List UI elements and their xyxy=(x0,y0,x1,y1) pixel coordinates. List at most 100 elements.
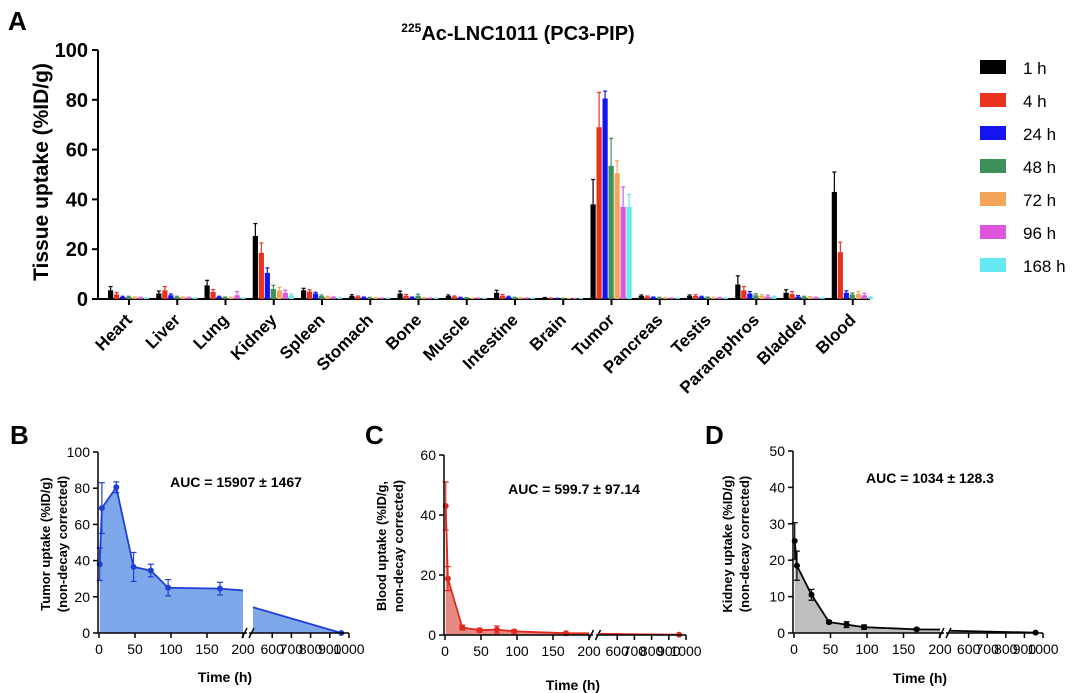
bar-spleen-1h xyxy=(301,290,307,299)
bar-paranephros-72h xyxy=(759,296,765,299)
chart-a-x-tick-label: Bone xyxy=(382,310,425,353)
bar-kidney-72h xyxy=(276,290,282,299)
chart-d-point xyxy=(913,626,920,633)
chart-b-y-tick-label: 0 xyxy=(82,625,90,641)
bar-bone-168h xyxy=(433,298,439,299)
panel-label-d: D xyxy=(705,420,724,450)
bar-bladder-72h xyxy=(807,297,813,299)
chart-d-auc: AUC = 1034 ± 128.3 xyxy=(866,470,994,486)
bar-intestine-24h xyxy=(506,297,512,299)
bar-spleen-96h xyxy=(331,297,337,299)
chart-b-x-tick-label: 900 xyxy=(318,641,342,657)
chart-b-x-tick-label: 600 xyxy=(261,641,285,657)
chart-a-x-tick-label: Bladder xyxy=(753,310,811,368)
chart-a-y-tick-label: 60 xyxy=(66,140,88,162)
chart-d-x-tick-label: 900 xyxy=(1013,641,1037,657)
bar-heart-96h xyxy=(138,297,144,299)
bar-intestine-1h xyxy=(494,292,500,299)
bar-pancreas-4h xyxy=(644,296,650,299)
bar-lung-168h xyxy=(240,298,246,299)
chart-d-x-tick-label: 100 xyxy=(855,641,879,657)
chart-b-point xyxy=(113,484,120,491)
bar-pancreas-72h xyxy=(662,298,668,299)
bar-muscle-96h xyxy=(475,298,481,299)
chart-b-x-tick-label: 700 xyxy=(280,641,304,657)
chart-b-line-segment-2 xyxy=(252,606,342,634)
chart-d-xlabel: Time (h) xyxy=(893,670,947,686)
chart-a-x-tick-label: Liver xyxy=(142,310,184,352)
chart-b-axis-break-mark xyxy=(248,627,255,639)
chart-c-x-tick-label: 600 xyxy=(606,643,630,659)
chart-c-y-tick-label: 20 xyxy=(420,567,436,583)
bar-spleen-72h xyxy=(325,297,331,299)
bar-tumor-4h xyxy=(596,127,602,299)
chart-a-title: 225Ac-LNC1011 (PC3-PIP) xyxy=(401,21,634,45)
legend-label-96h: 96 h xyxy=(1023,224,1056,243)
chart-b-x-tick-label: 1000 xyxy=(333,641,364,657)
legend-label-1h: 1 h xyxy=(1023,59,1047,78)
bar-blood-1h xyxy=(831,191,837,299)
bar-spleen-24h xyxy=(313,293,319,299)
bar-intestine-168h xyxy=(530,298,536,299)
chart-b-point xyxy=(130,563,137,570)
bar-lung-24h xyxy=(216,297,222,299)
panel-label-b: B xyxy=(10,420,29,450)
chart-a-x-tick-label: Kidney xyxy=(227,310,281,364)
chart-d-point xyxy=(826,619,833,626)
bar-bladder-168h xyxy=(819,298,825,299)
chart-d-x-tick-label: 600 xyxy=(957,641,981,657)
chart-c-x-tick-label: 800 xyxy=(640,643,664,659)
bar-paranephros-96h xyxy=(765,296,771,299)
chart-d-x-tick-label: 50 xyxy=(823,641,839,657)
chart-d-point xyxy=(808,591,815,598)
chart-a-x-tick-label: Brain xyxy=(526,310,570,354)
chart-b-point xyxy=(98,505,105,512)
chart-d-x-tick-label: 0 xyxy=(790,641,798,657)
bar-pancreas-48h xyxy=(656,297,662,299)
bar-paranephros-24h xyxy=(747,293,753,299)
bar-kidney-4h xyxy=(258,252,264,299)
bar-muscle-4h xyxy=(451,296,457,299)
legend-label-4h: 4 h xyxy=(1023,92,1047,111)
bar-muscle-24h xyxy=(457,297,463,299)
chart-c-ylabel-2: non-decay corrected) xyxy=(391,480,406,612)
chart-c-y-tick-label: 40 xyxy=(420,507,436,523)
bar-testis-72h xyxy=(711,297,717,299)
bar-bone-96h xyxy=(427,298,433,299)
chart-c-point xyxy=(476,627,483,634)
legend-swatch-1h xyxy=(980,60,1006,74)
bar-tumor-1h xyxy=(590,204,596,299)
chart-d-y-tick-label: 20 xyxy=(769,552,785,568)
chart-a-legend: 1 h 4 h 24 h 48 h 72 h 96 h 168 h xyxy=(980,59,1066,276)
bar-paranephros-4h xyxy=(741,290,747,299)
chart-a-title-sup: 225 xyxy=(401,21,421,35)
bar-testis-48h xyxy=(705,297,711,299)
chart-c-point xyxy=(511,628,518,635)
chart-b-y-tick-label: 60 xyxy=(74,516,90,532)
legend-swatch-72h xyxy=(980,192,1006,206)
bar-kidney-48h xyxy=(270,289,276,299)
bar-liver-72h xyxy=(180,297,186,299)
chart-b-x-tick-label: 0 xyxy=(95,641,103,657)
chart-c-axis-break-mark xyxy=(594,629,602,641)
bar-heart-1h xyxy=(108,290,114,299)
bar-lung-48h xyxy=(222,297,228,299)
legend-label-168h: 168 h xyxy=(1023,257,1066,276)
chart-c-x-tick-label: 900 xyxy=(657,643,681,659)
legend-label-48h: 48 h xyxy=(1023,158,1056,177)
bar-pancreas-96h xyxy=(668,298,674,299)
bar-liver-96h xyxy=(186,297,192,299)
bar-kidney-24h xyxy=(264,272,270,299)
chart-d-ylabel-1: Kidney uptake (%ID/g) xyxy=(720,475,735,612)
chart-a-x-tick-label: Blood xyxy=(812,310,859,357)
chart-c-x-tick-label: 0 xyxy=(441,643,449,659)
legend-swatch-24h xyxy=(980,126,1006,140)
bar-heart-24h xyxy=(120,297,126,299)
chart-d-axis-break-mark xyxy=(945,627,952,639)
bar-muscle-48h xyxy=(463,298,469,299)
chart-b-y-tick-label: 80 xyxy=(74,480,90,496)
chart-a-x-tick-label: Lung xyxy=(190,310,233,353)
